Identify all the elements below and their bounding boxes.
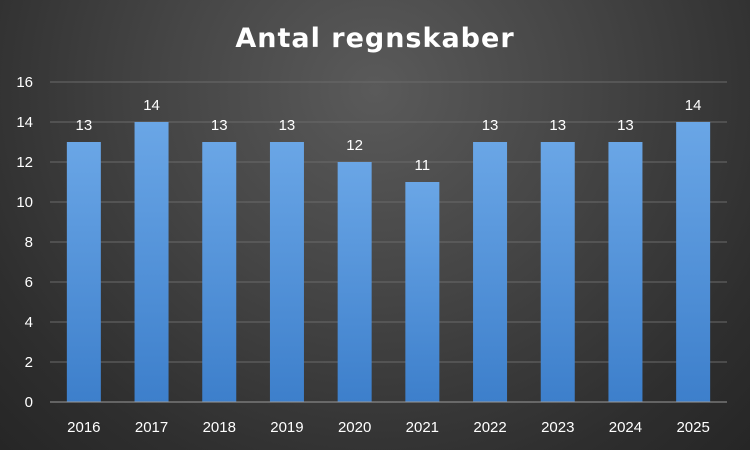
bar-2021 — [405, 182, 440, 402]
bar-2016 — [66, 142, 101, 402]
x-tick-label-2019: 2019 — [270, 419, 303, 436]
x-tick-label-2018: 2018 — [203, 419, 236, 436]
y-tick-label: 8 — [25, 234, 33, 251]
x-tick-label-2016: 2016 — [67, 419, 100, 436]
data-label-2023: 13 — [549, 117, 566, 134]
data-label-2020: 12 — [346, 137, 363, 154]
bar-2018 — [202, 142, 237, 402]
y-tick-label: 12 — [16, 154, 33, 171]
bars — [66, 122, 711, 402]
y-tick-label: 16 — [16, 74, 33, 91]
x-axis-tick-labels: 2016 2017 2018 2019 2020 2021 2022 2023 2024 2025 — [67, 419, 710, 436]
bar-2019 — [269, 142, 304, 402]
y-tick-label: 0 — [25, 394, 33, 411]
data-label-2019: 13 — [279, 117, 296, 134]
data-label-2017: 14 — [143, 97, 160, 114]
data-label-2024: 13 — [617, 117, 634, 134]
bar-2022 — [473, 142, 508, 402]
x-tick-label-2025: 2025 — [676, 419, 709, 436]
x-tick-label-2020: 2020 — [338, 419, 371, 436]
bar-2020 — [337, 162, 372, 402]
y-tick-label: 14 — [16, 114, 33, 131]
data-labels: 13 14 13 13 12 11 13 13 13 14 — [76, 97, 702, 174]
y-tick-label: 6 — [25, 274, 33, 291]
y-tick-label: 4 — [25, 314, 33, 331]
x-tick-label-2024: 2024 — [609, 419, 642, 436]
data-label-2021: 11 — [415, 157, 431, 174]
bar-2024 — [608, 142, 643, 402]
x-tick-label-2021: 2021 — [406, 419, 439, 436]
x-tick-label-2023: 2023 — [541, 419, 574, 436]
chart-title: Antal regnskaber — [235, 23, 514, 54]
bar-2023 — [540, 142, 575, 402]
x-tick-label-2022: 2022 — [473, 419, 506, 436]
y-tick-label: 2 — [25, 354, 33, 371]
y-axis-tick-labels: 0 2 4 6 8 10 12 14 16 — [16, 74, 33, 411]
x-tick-label-2017: 2017 — [135, 419, 168, 436]
data-label-2025: 14 — [685, 97, 702, 114]
bar-2017 — [134, 122, 169, 402]
bar-2025 — [676, 122, 711, 402]
data-label-2022: 13 — [482, 117, 499, 134]
data-label-2016: 13 — [76, 117, 93, 134]
y-tick-label: 10 — [16, 194, 33, 211]
data-label-2018: 13 — [211, 117, 228, 134]
